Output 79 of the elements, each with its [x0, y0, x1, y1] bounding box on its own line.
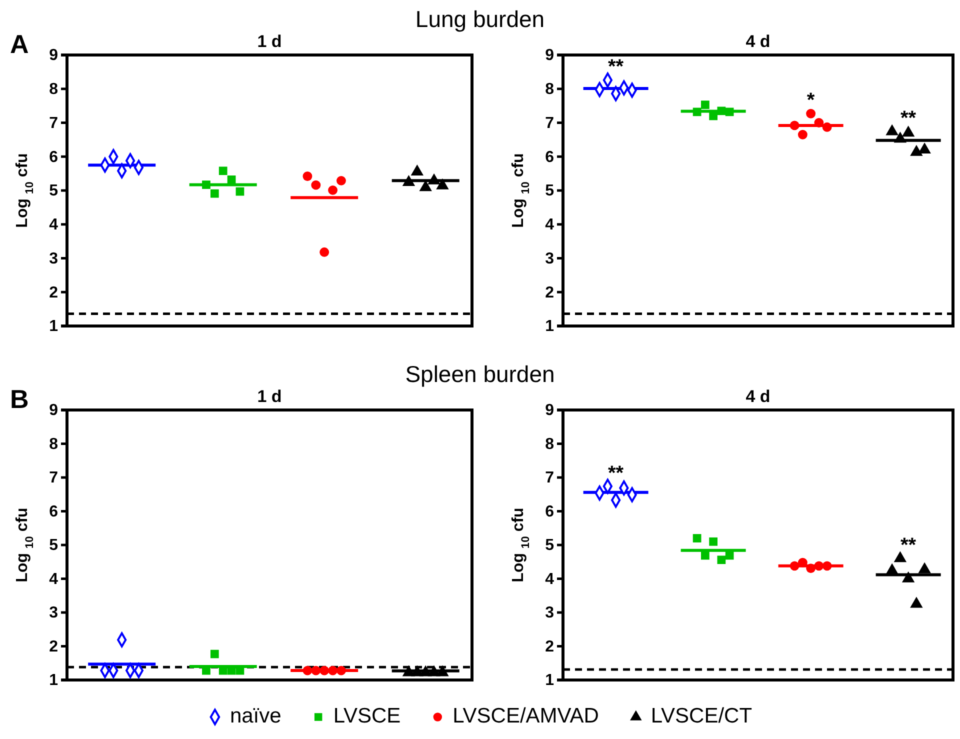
y-tick-label: 7	[545, 470, 554, 487]
point	[236, 187, 244, 196]
y-tick-label: 3	[49, 250, 58, 268]
data-label: **	[608, 56, 624, 78]
y-tick-label: 7	[49, 114, 58, 132]
y-tick-label: 1	[49, 318, 58, 336]
y-tick-label: 7	[545, 114, 554, 132]
point	[328, 666, 338, 676]
point	[814, 561, 824, 571]
point	[717, 556, 726, 564]
chart-title: 4 d	[746, 387, 770, 406]
y-tick-label: 4	[49, 216, 58, 234]
legend-label: LVSCE	[333, 704, 401, 728]
point	[822, 561, 832, 571]
y-tick-label: 6	[545, 148, 554, 166]
y-tick-label: 2	[545, 638, 554, 656]
point	[218, 166, 228, 176]
y-tick-label: 6	[49, 503, 58, 520]
text: Lung burden	[415, 6, 545, 32]
point	[336, 176, 346, 186]
y-tick-label: 8	[49, 436, 58, 453]
point	[692, 534, 702, 542]
point	[328, 185, 338, 195]
text: B	[10, 384, 29, 414]
y-tick-label: 9	[49, 402, 58, 420]
y-tick-label: 6	[545, 503, 554, 520]
y-tick-label: 1	[545, 318, 554, 336]
y-tick-label: 5	[49, 537, 58, 554]
point	[210, 650, 219, 658]
point	[227, 175, 236, 184]
y-tick-label: 5	[545, 537, 554, 554]
y-tick-label: 2	[49, 284, 58, 302]
y-tick-label: 3	[545, 250, 554, 268]
point	[320, 666, 330, 676]
y-tick-label: 9	[545, 47, 554, 64]
point	[806, 564, 816, 573]
y-tick-label: 2	[49, 638, 58, 656]
y-tick-label: 9	[49, 47, 58, 64]
y-tick-label: 3	[545, 604, 554, 622]
chart-title: 1 d	[257, 387, 282, 406]
point	[311, 666, 321, 676]
data-label: **	[608, 462, 624, 484]
y-tick-label: 1	[545, 672, 554, 690]
point	[320, 247, 330, 257]
y-tick-label: 2	[545, 284, 554, 302]
point	[709, 537, 718, 546]
point	[302, 666, 312, 676]
point	[311, 180, 321, 190]
data-label: *	[806, 90, 815, 112]
y-tick-label: 5	[49, 182, 58, 200]
point	[790, 561, 800, 571]
y-tick-label: 8	[49, 80, 58, 98]
y-tick-label: 5	[545, 182, 554, 200]
point	[701, 551, 710, 560]
chart-title: 1 d	[257, 32, 282, 51]
chart-title: 4 d	[746, 32, 770, 51]
y-tick-label: 3	[49, 604, 58, 622]
y-tick-label: 1	[49, 672, 58, 690]
y-tick-label: 4	[545, 570, 554, 588]
point	[336, 666, 346, 676]
y-tick-label: 4	[49, 570, 58, 588]
y-tick-label: 4	[545, 216, 554, 234]
data-label: **	[900, 108, 916, 130]
legend-label: LVSCE/AMVAD	[452, 704, 599, 728]
point	[798, 558, 808, 568]
y-tick-label: 7	[49, 470, 58, 487]
point	[725, 551, 734, 560]
point	[202, 180, 210, 189]
point	[302, 172, 312, 181]
y-tick-label: 6	[49, 148, 58, 166]
y-tick-label: 9	[545, 402, 554, 420]
point	[210, 189, 219, 198]
legend-label: LVSCE/CT	[650, 704, 752, 728]
legend-label: naïve	[230, 704, 282, 728]
data-label: **	[900, 534, 916, 556]
y-tick-label: 8	[545, 80, 554, 98]
text: Spleen burden	[405, 361, 555, 387]
text: A	[10, 29, 29, 59]
y-tick-label: 8	[545, 436, 554, 453]
